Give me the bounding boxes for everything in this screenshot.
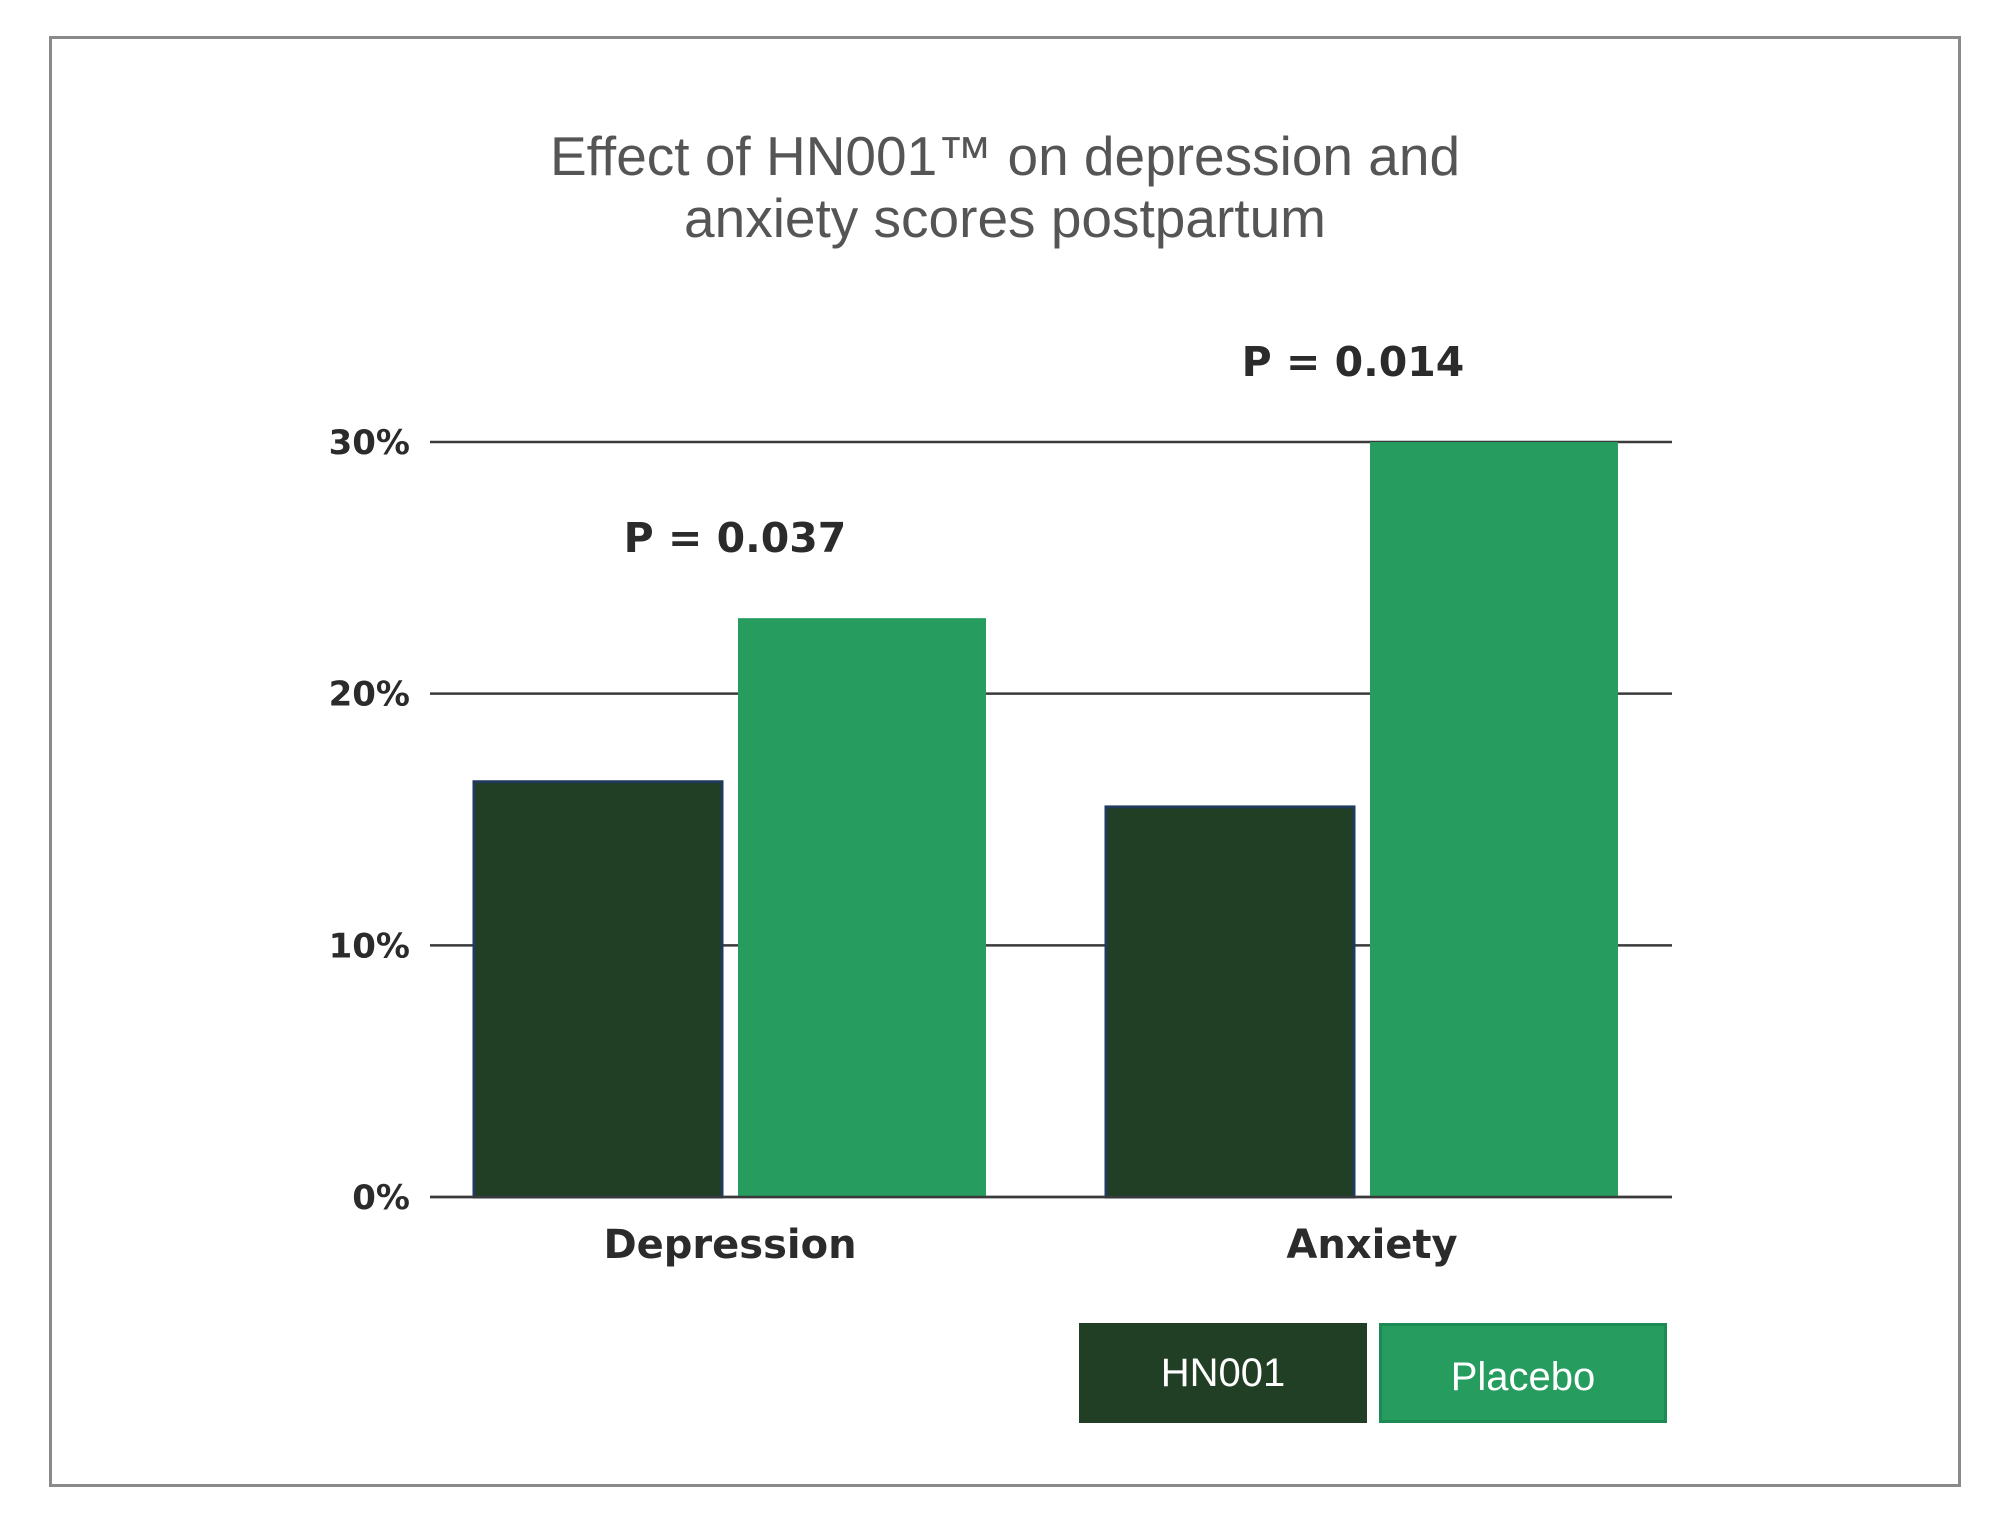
p-value-annotations: P = 0.037 P = 0.014 [624,338,1465,562]
p-value-label: P = 0.037 [624,514,847,562]
chart-frame [49,36,1961,1487]
legend-item-placebo: Placebo [1379,1323,1667,1423]
bar-hn001-anxiety [1104,805,1356,1199]
legend: HN001 Placebo [1079,1323,1667,1423]
x-category-label: Anxiety [1286,1222,1457,1268]
chart-title-line-1: Effect of HN001™ on depression and [549,125,1461,187]
legend-label: Placebo [1450,1354,1596,1399]
x-axis-categories: Depression Anxiety [603,1222,1457,1268]
bar-placebo-anxiety [1370,442,1618,1197]
y-axis-ticks: 0% 10% 20% 30% [329,423,410,1218]
p-value-label: P = 0.014 [1242,338,1465,386]
bar-placebo-depression [738,618,986,1197]
y-tick-label: 0% [352,1178,410,1218]
bar-hn001-depression [472,780,724,1199]
y-tick-label: 20% [329,675,410,715]
bars [430,442,1672,1199]
y-tick-label: 30% [329,423,410,463]
chart-title: Effect of HN001™ on depression and anxie… [0,125,2000,249]
legend-label: HN001 [1160,1350,1286,1395]
x-category-label: Depression [603,1222,856,1268]
legend-item-hn001: HN001 [1079,1323,1367,1423]
chart-title-line-2: anxiety scores postpartum [684,187,1326,249]
y-tick-label: 10% [329,926,410,966]
